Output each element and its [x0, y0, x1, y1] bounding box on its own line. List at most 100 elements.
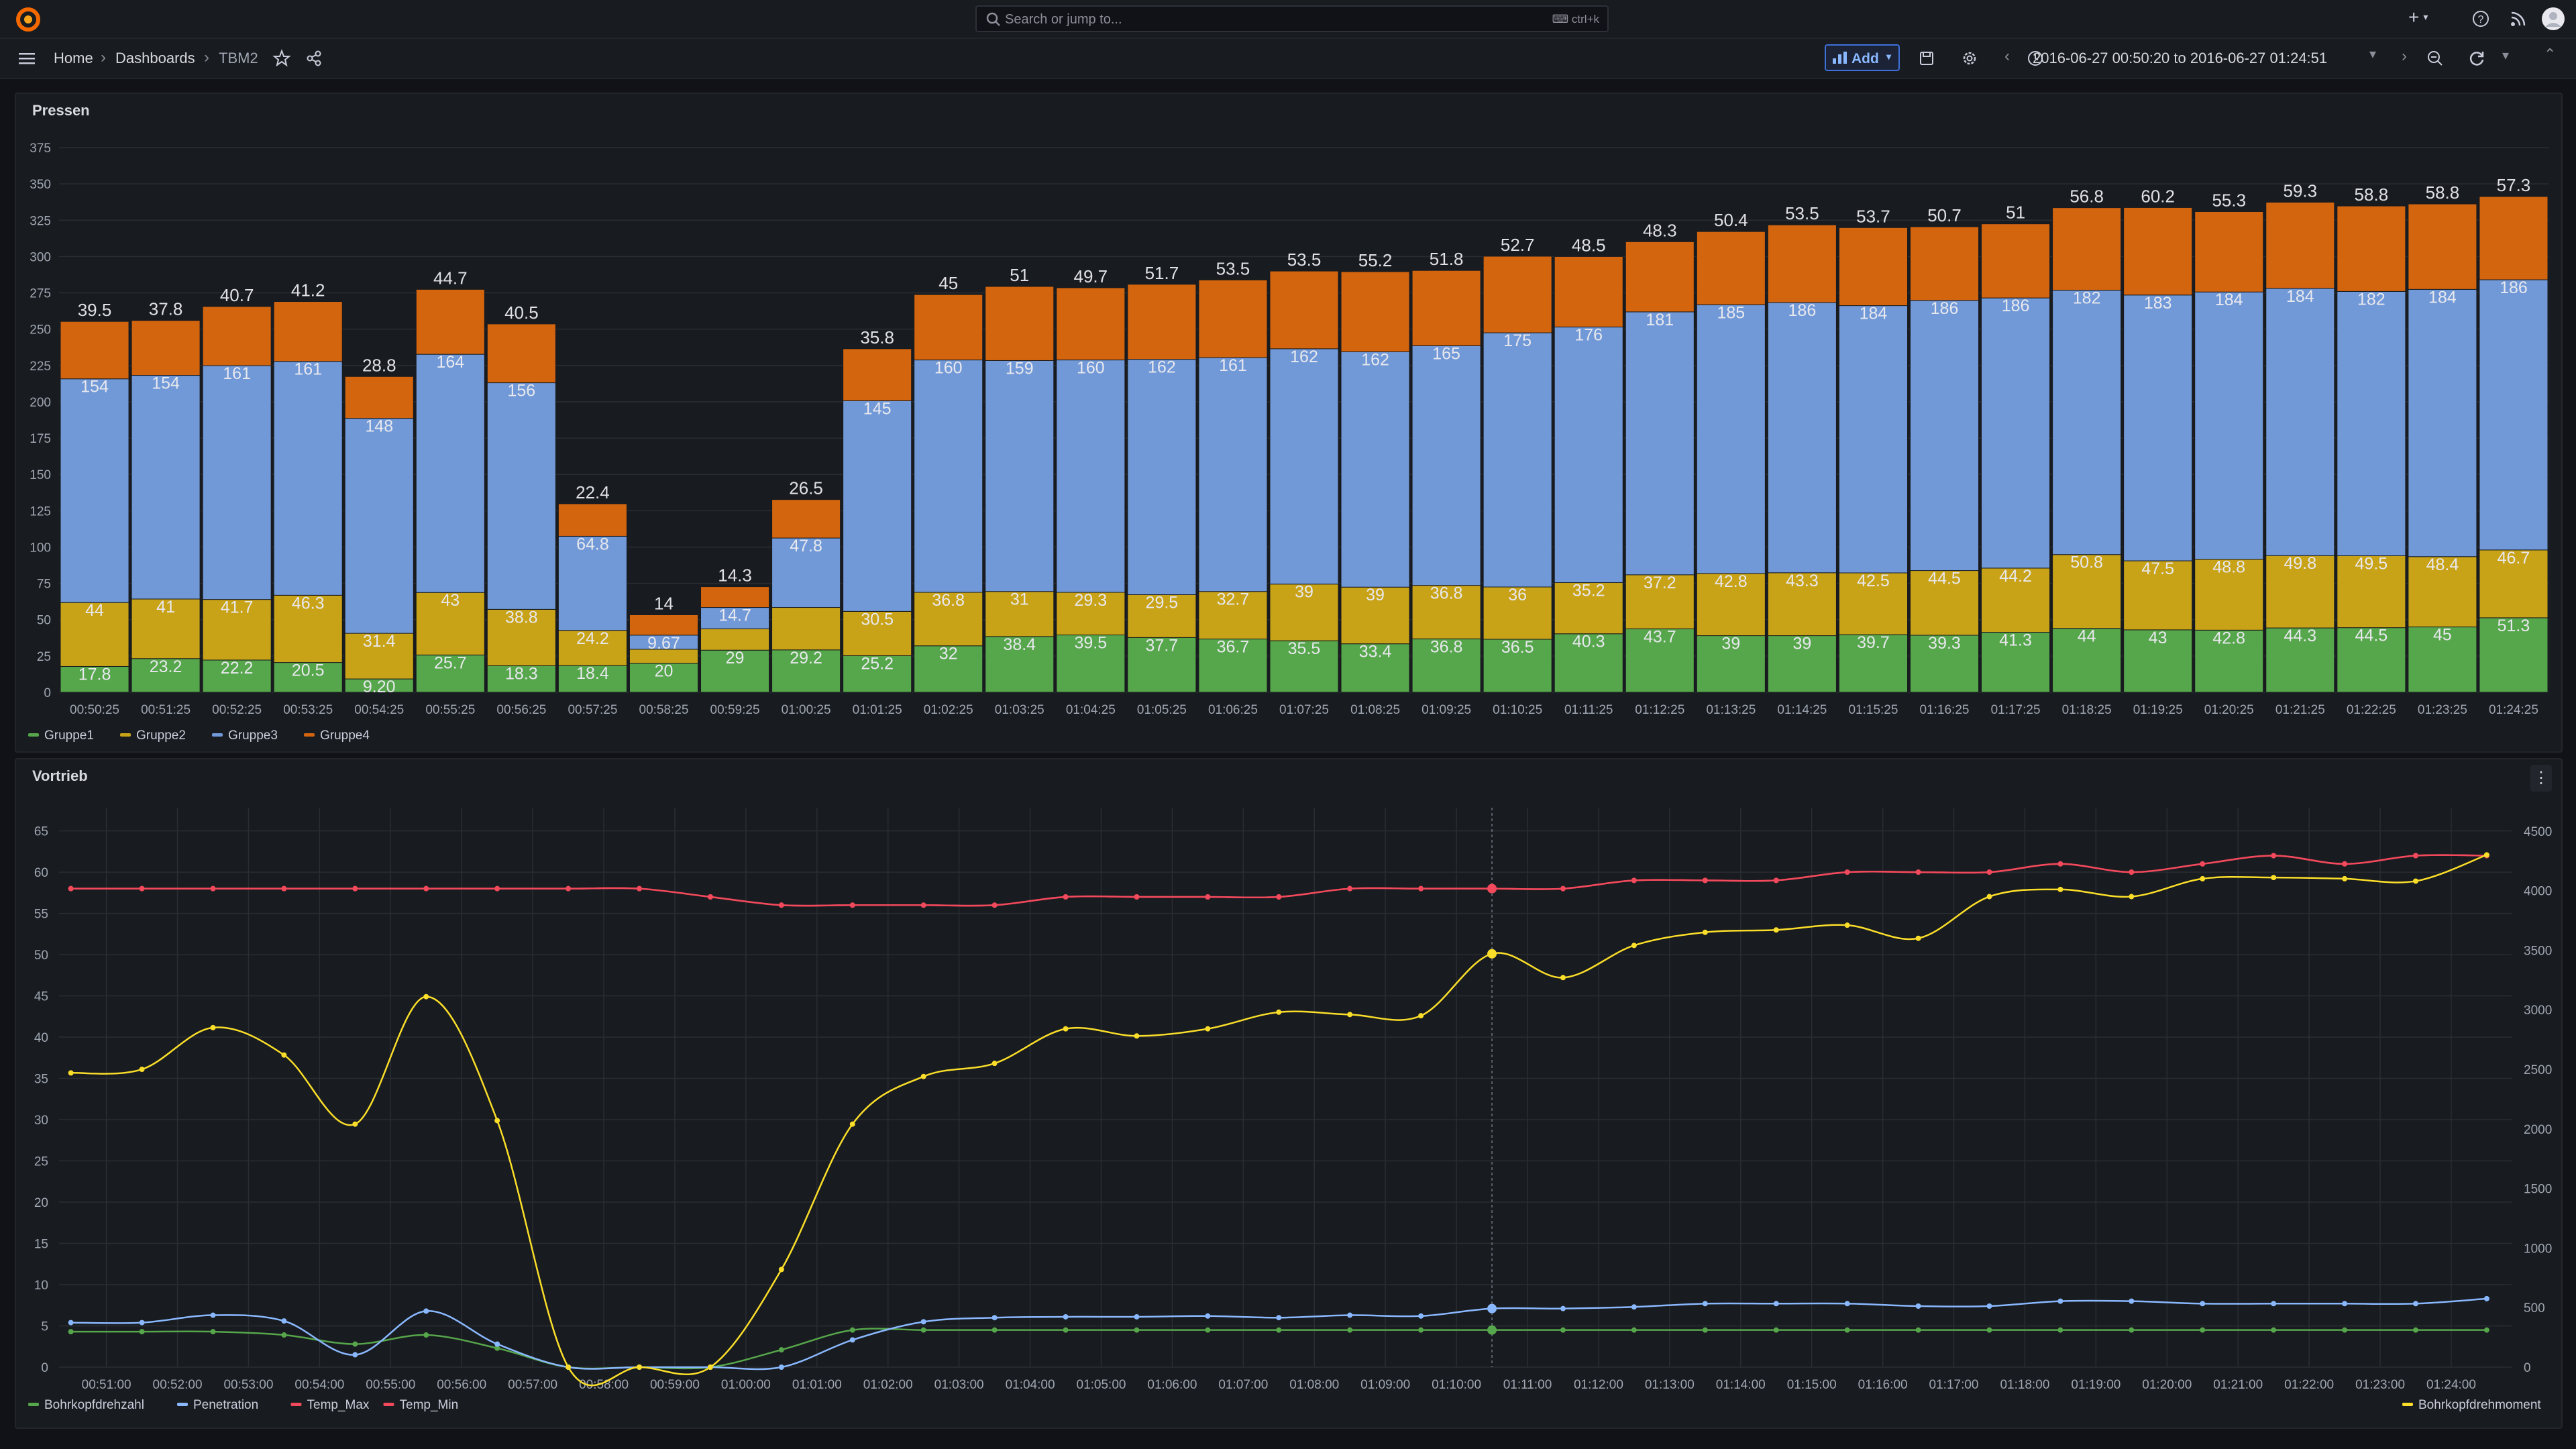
- data-point: [494, 1341, 500, 1347]
- data-point: [1487, 1325, 1497, 1335]
- data-point: [2342, 1327, 2348, 1333]
- bar-segment-gruppe3: [2123, 294, 2193, 561]
- data-point: [2200, 861, 2206, 867]
- chevron-down-icon[interactable]: ▾: [2369, 47, 2377, 62]
- bar-segment-gruppe3: [202, 365, 272, 600]
- user-avatar[interactable]: [2541, 7, 2565, 31]
- data-label: 22.4: [576, 482, 610, 502]
- help-icon[interactable]: ?: [2470, 8, 2491, 30]
- data-point: [2483, 852, 2489, 858]
- data-label: 20.5: [292, 661, 325, 680]
- data-point: [2342, 861, 2348, 867]
- x-tick-label: 01:01:00: [792, 1378, 842, 1392]
- time-range-picker[interactable]: 2016-06-27 00:50:20 to 2016-06-27 01:24:…: [2033, 50, 2328, 66]
- y-left-tick-label: 10: [34, 1279, 48, 1293]
- add-button[interactable]: Add ▾: [1825, 44, 1900, 71]
- bar-segment-gruppe4: [1198, 279, 1268, 358]
- data-label: 53.5: [1785, 203, 1819, 223]
- x-tick-label: 01:15:25: [1848, 703, 1898, 717]
- data-label: 36: [1508, 586, 1527, 604]
- data-label: 28.8: [362, 355, 396, 375]
- search-input[interactable]: Search or jump to... ⌨ ctrl+k: [975, 5, 1609, 32]
- menu-icon[interactable]: [16, 48, 38, 69]
- bar-segment-gruppe4: [2408, 203, 2477, 290]
- data-point: [849, 1327, 855, 1333]
- breadcrumb-home[interactable]: Home: [54, 50, 93, 66]
- data-point: [139, 885, 145, 892]
- bar-segment-gruppe3: [2337, 290, 2406, 556]
- data-label: 37.8: [149, 299, 183, 319]
- data-label: 43: [2149, 629, 2167, 647]
- data-point: [2271, 875, 2277, 881]
- bar-segment-gruppe2: [1411, 585, 1481, 639]
- breadcrumb-dashboards[interactable]: Dashboards: [115, 50, 195, 66]
- data-label: 50.4: [1714, 210, 1748, 230]
- save-icon[interactable]: [1916, 48, 1937, 69]
- x-tick-label: 01:24:00: [2426, 1378, 2476, 1392]
- data-point: [1205, 1313, 1211, 1319]
- bar-segment-gruppe2: [1198, 591, 1268, 640]
- new-menu-button[interactable]: + ▾: [2408, 7, 2446, 31]
- x-tick-label: 01:02:25: [924, 703, 973, 717]
- data-point: [1915, 1327, 1921, 1333]
- bar-segment-gruppe4: [1909, 226, 1980, 301]
- x-tick-label: 01:04:25: [1066, 703, 1116, 717]
- data-label: 30.5: [861, 610, 894, 629]
- data-label: 14: [654, 594, 674, 614]
- data-point: [2057, 1327, 2063, 1333]
- refresh-icon[interactable]: [2466, 48, 2487, 69]
- y-tick-label: 75: [37, 578, 51, 592]
- data-label: 42.8: [1715, 572, 1748, 591]
- y-right-tick-label: 4500: [2524, 825, 2552, 839]
- bar-segment-gruppe4: [202, 306, 272, 366]
- data-point: [1134, 1327, 1140, 1333]
- legend-item-temp_min: Temp_Min: [400, 1398, 459, 1412]
- data-point: [494, 1118, 500, 1124]
- data-label: 39: [1792, 635, 1811, 653]
- data-point: [991, 1327, 998, 1333]
- time-shift-back-icon[interactable]: ‹: [2004, 47, 2010, 65]
- panel-menu-icon[interactable]: ⋮: [2530, 765, 2552, 792]
- data-label: 40.3: [1572, 633, 1605, 651]
- data-point: [1631, 1327, 1637, 1333]
- data-label: 184: [1860, 305, 1888, 323]
- pressen-bar-chart[interactable]: 0 25 50 75 100 125 150 175 200 225 250 275 300 325 350…: [16, 94, 2561, 751]
- data-label: 36.7: [1217, 638, 1250, 657]
- add-button-label: Add: [1851, 51, 1879, 66]
- share-icon[interactable]: [303, 48, 325, 69]
- x-tick-label: 00:59:00: [650, 1378, 700, 1392]
- vortrieb-line-chart[interactable]: 0 5 10 15 20 25 30 35 40 45 50 55 60 65 0 500 1000 1500 20…: [16, 759, 2561, 1428]
- x-tick-label: 01:15:00: [1787, 1378, 1837, 1392]
- bar-segment-gruppe2: [2337, 555, 2406, 629]
- data-point: [1418, 1327, 1424, 1333]
- data-label: 48.4: [2426, 555, 2459, 574]
- chevron-right-icon: ›: [101, 48, 106, 66]
- data-label: 51.7: [1145, 263, 1179, 283]
- y-tick-label: 0: [44, 686, 51, 700]
- news-rss-icon[interactable]: [2508, 8, 2529, 30]
- collapse-chevron-up-icon[interactable]: ⌃: [2544, 46, 2557, 62]
- data-label: 182: [2357, 290, 2385, 309]
- gear-icon[interactable]: [1959, 48, 1980, 69]
- zoom-out-icon[interactable]: [2424, 48, 2446, 69]
- legend-item-gruppe3: Gruppe3: [228, 729, 278, 743]
- x-tick-label: 01:21:00: [2213, 1378, 2263, 1392]
- data-point: [1347, 885, 1353, 892]
- data-label: 162: [1290, 347, 1318, 366]
- y-right-tick-label: 2000: [2524, 1123, 2552, 1137]
- bar-segment-gruppe3: [771, 537, 841, 608]
- data-label: 18.4: [576, 664, 609, 683]
- y-right-tick-label: 3500: [2524, 944, 2552, 958]
- bar-segment-gruppe4: [2479, 196, 2548, 280]
- x-tick-label: 01:13:25: [1706, 703, 1756, 717]
- star-icon[interactable]: [271, 48, 292, 69]
- bar-segment-gruppe4: [1554, 256, 1623, 327]
- refresh-interval-chevron-icon[interactable]: ▾: [2502, 48, 2510, 63]
- data-label: 175: [1503, 331, 1532, 350]
- grafana-logo-icon[interactable]: [15, 6, 42, 33]
- y-left-tick-label: 45: [34, 990, 48, 1004]
- data-point: [1276, 1315, 1282, 1321]
- data-label: 154: [152, 374, 180, 393]
- legend-item-gruppe2: Gruppe2: [136, 729, 186, 743]
- time-shift-forward-icon[interactable]: ›: [2402, 47, 2407, 65]
